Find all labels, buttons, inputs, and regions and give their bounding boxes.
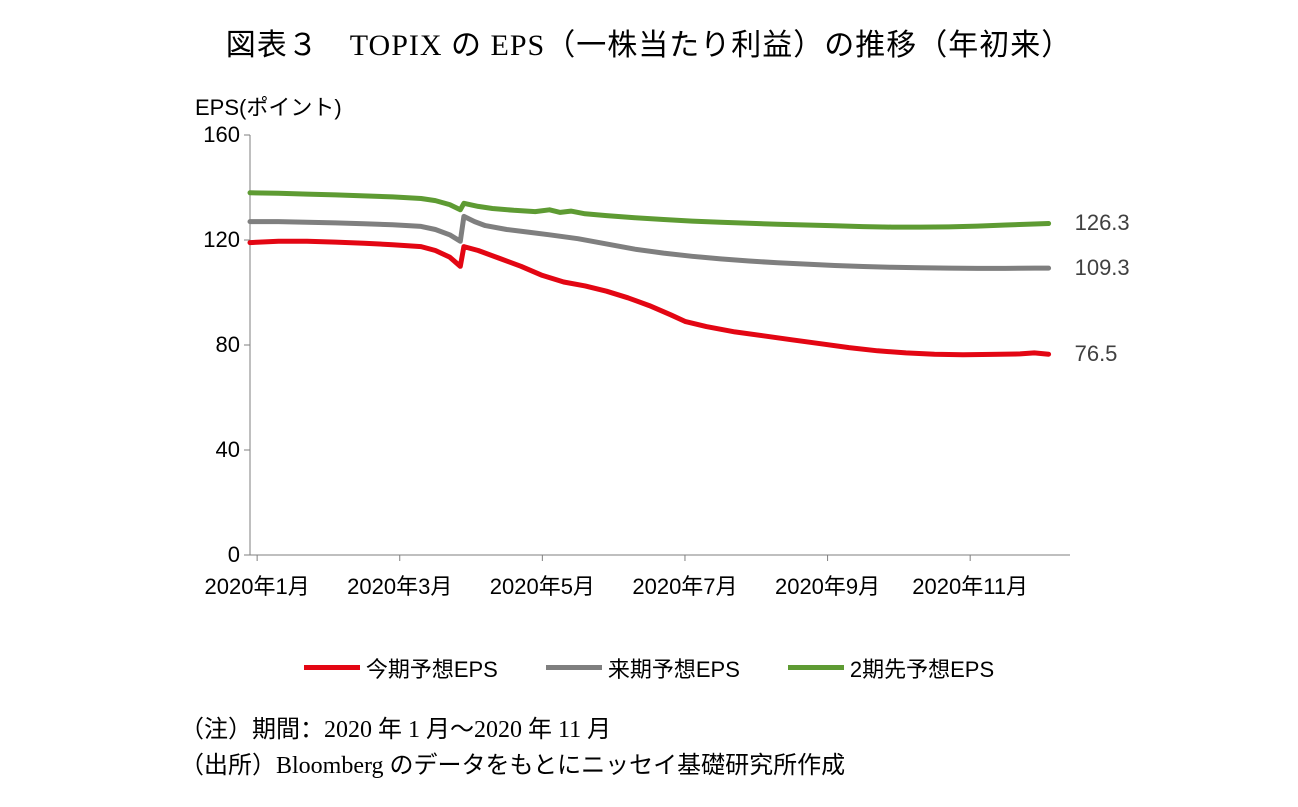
legend-label: 2期先予想EPS <box>850 652 994 684</box>
y-tick-label: 120 <box>203 227 240 253</box>
x-tick-label: 2020年7月 <box>632 569 737 601</box>
series-end-label: 109.3 <box>1075 255 1130 281</box>
y-tick-label: 80 <box>216 332 240 358</box>
legend-label: 今期予想EPS <box>366 652 498 684</box>
x-tick-label: 2020年9月 <box>775 569 880 601</box>
y-axis-title: EPS(ポイント) <box>195 90 342 122</box>
legend-swatch <box>788 665 844 670</box>
x-tick-label: 2020年5月 <box>490 569 595 601</box>
footnote-source: （出所）Bloomberg のデータをもとにニッセイ基礎研究所作成 <box>180 748 845 784</box>
legend-item: 今期予想EPS <box>304 652 498 684</box>
legend: 今期予想EPS 来期予想EPS 2期先予想EPS <box>0 650 1298 684</box>
series-end-label: 126.3 <box>1075 210 1130 236</box>
y-tick-label: 0 <box>228 542 240 568</box>
legend-label: 来期予想EPS <box>608 652 740 684</box>
legend-item: 来期予想EPS <box>546 652 740 684</box>
legend-swatch <box>546 665 602 670</box>
x-tick-label: 2020年3月 <box>347 569 452 601</box>
figure-container: 図表３ TOPIX の EPS（一株当たり利益）の推移（年初来） EPS(ポイン… <box>0 0 1298 807</box>
y-tick-label: 160 <box>203 122 240 148</box>
chart-area: 040801201602020年1月2020年3月2020年5月2020年7月2… <box>190 125 1110 595</box>
legend-item: 2期先予想EPS <box>788 652 994 684</box>
series-end-label: 76.5 <box>1075 341 1118 367</box>
x-tick-label: 2020年11月 <box>912 569 1028 601</box>
line-chart-svg <box>250 135 1070 555</box>
x-tick-label: 2020年1月 <box>205 569 310 601</box>
legend-swatch <box>304 665 360 670</box>
footnote-period: （注）期間：2020 年 1 月～2020 年 11 月 <box>180 712 611 748</box>
y-tick-label: 40 <box>216 437 240 463</box>
chart-title: 図表３ TOPIX の EPS（一株当たり利益）の推移（年初来） <box>0 20 1298 64</box>
plot-area: 040801201602020年1月2020年3月2020年5月2020年7月2… <box>250 135 1070 555</box>
